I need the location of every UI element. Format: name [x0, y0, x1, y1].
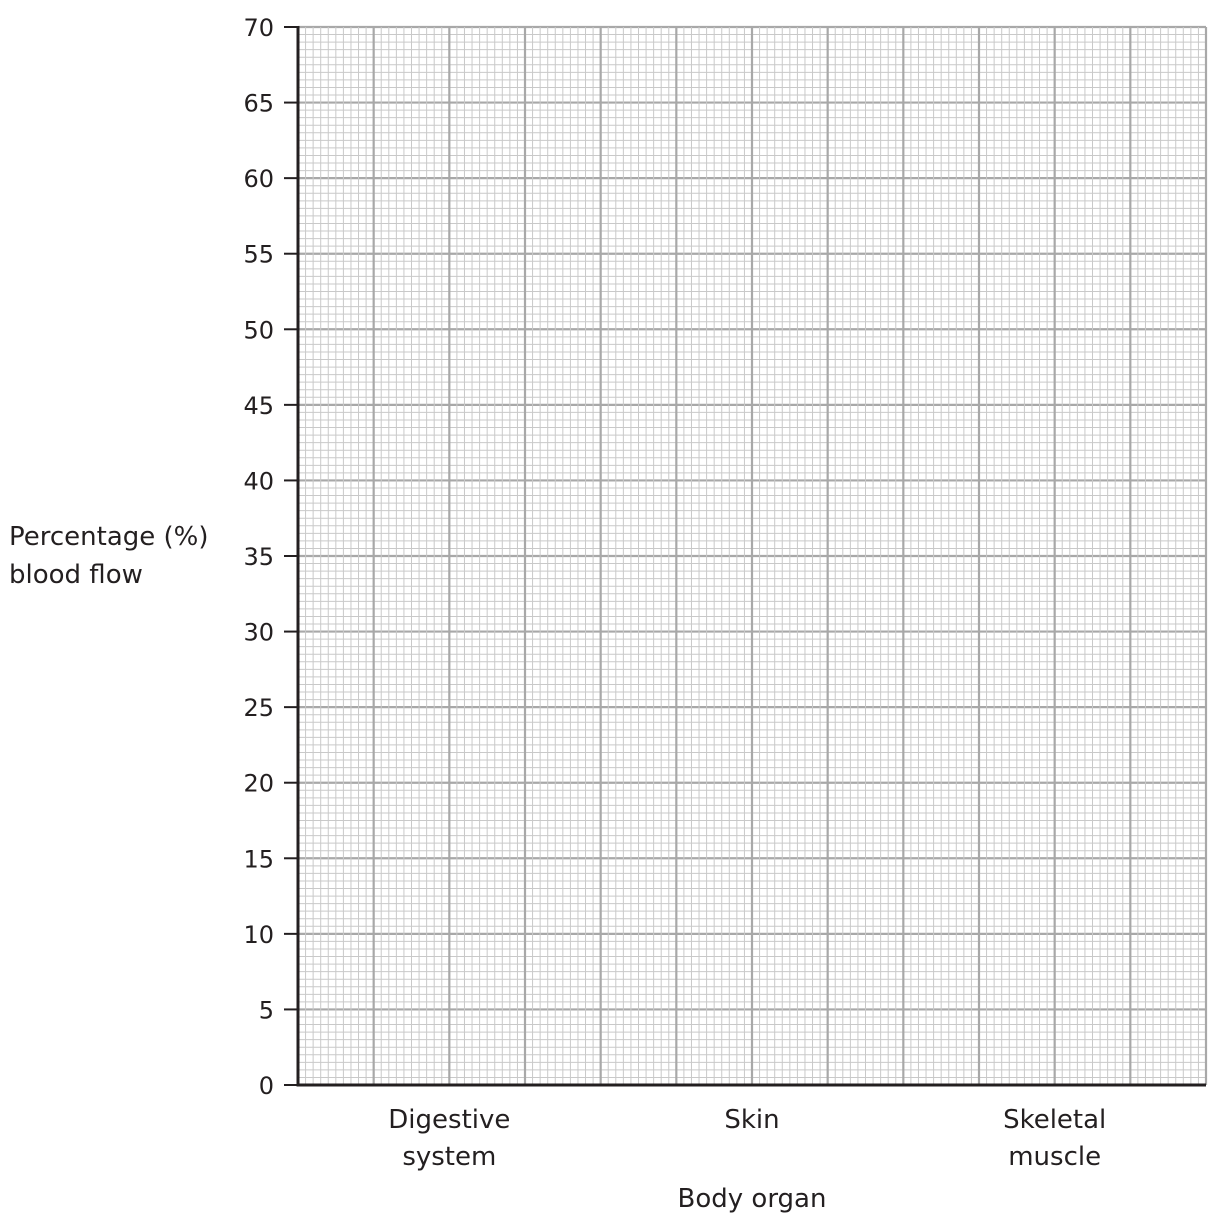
y-tick-label: 45 [243, 392, 274, 420]
y-tick-label: 55 [243, 241, 274, 269]
x-axis-categories: Digestive system Skin Skeletal muscle [388, 1105, 1106, 1172]
y-tick-label: 5 [259, 996, 274, 1024]
y-tick-label: 20 [243, 770, 274, 798]
y-tick-label: 65 [243, 90, 274, 118]
x-category-label: Skeletal muscle [1003, 1105, 1106, 1172]
x-axis-title: Body organ [678, 1184, 827, 1214]
y-tick-label: 60 [243, 165, 274, 193]
x-category-label: Digestive system [388, 1105, 510, 1172]
y-tick-label: 25 [243, 694, 274, 722]
x-category-label: Skin [724, 1105, 779, 1135]
x-category-label-line: system [402, 1142, 496, 1172]
y-tick-label: 35 [243, 543, 274, 571]
x-category-label-line: Digestive [388, 1105, 510, 1135]
y-tick-label: 40 [243, 467, 274, 495]
y-axis-title-line-1: Percentage (%) [9, 522, 209, 552]
x-category-label-line: Skin [724, 1105, 779, 1135]
y-tick-label: 30 [243, 619, 274, 647]
y-tick-label: 10 [243, 921, 274, 949]
x-category-label-line: muscle [1008, 1142, 1101, 1172]
y-axis-title-line-2: blood flow [9, 560, 143, 590]
y-axis-title: Percentage (%) blood flow [9, 522, 217, 590]
y-tick-label: 50 [243, 316, 274, 344]
x-category-label-line: Skeletal [1003, 1105, 1106, 1135]
y-axis-ticks: 0 5 10 15 20 25 30 35 40 45 50 55 60 65 70 [243, 14, 298, 1100]
y-tick-label: 15 [243, 845, 274, 873]
graph-paper-grid [296, 25, 1208, 1087]
y-tick-label: 70 [243, 14, 274, 42]
y-tick-label: 0 [259, 1072, 274, 1100]
